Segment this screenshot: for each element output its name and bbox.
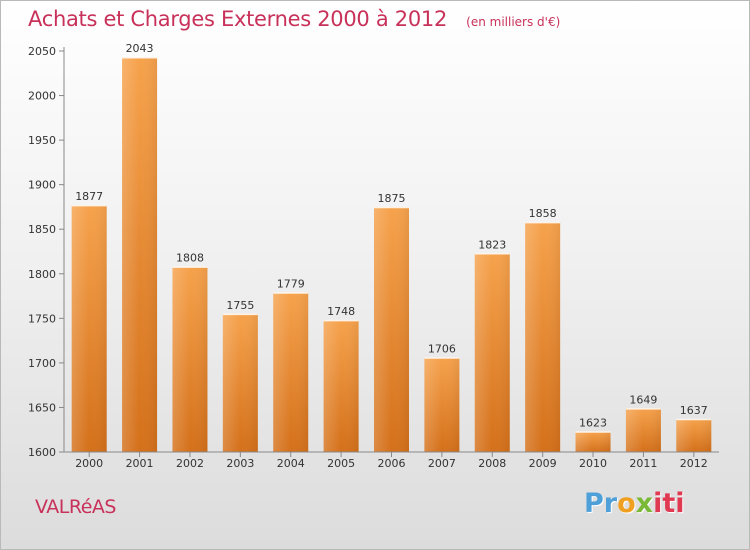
bar-shading [424,357,460,452]
bar-shading [625,408,661,452]
x-tick-label: 2010 [579,457,607,470]
chart-header: Achats et Charges Externes 2000 à 2012 (… [28,7,560,31]
bar-value-label: 1706 [428,343,456,356]
x-tick-label: 2005 [327,457,355,470]
x-tick-label: 2007 [428,457,456,470]
bar-value-label: 1875 [378,192,406,205]
y-tick-label: 2000 [28,90,56,103]
place-name: VALRéAS [35,496,116,518]
x-tick-label: 2008 [478,457,506,470]
y-tick-label: 1950 [28,134,56,147]
bar-value-label: 1649 [629,393,657,406]
y-tick-label: 1850 [28,223,56,236]
y-tick-label: 1600 [28,446,56,459]
bar-value-label: 1808 [176,252,204,265]
bar-shading [273,292,309,452]
value-labels: 1877 2043 1808 1755 1779 1748 1875 1706 1823 1858… [75,42,708,429]
bar-shading [71,205,107,452]
bar-value-label: 1637 [680,404,708,417]
bar-value-label: 1748 [327,305,355,318]
y-tick-label: 1700 [28,357,56,370]
x-tick-label: 2012 [680,457,708,470]
x-axis: 2000 2001 2002 2003 2004 2005 2006 2007 2008 2009… [64,451,719,470]
x-tick-label: 2002 [176,457,204,470]
bar-shading [222,313,258,452]
x-tick-label: 2000 [75,457,103,470]
y-tick-label: 1800 [28,268,56,281]
bar-shading [122,57,158,452]
x-tick-label: 2011 [629,457,657,470]
x-tick-label: 2003 [226,457,254,470]
chart-title: Achats et Charges Externes 2000 à 2012 [28,7,448,31]
y-tick-label: 1650 [28,401,56,414]
bar-value-label: 1755 [226,299,254,312]
y-tick-label: 1900 [28,179,56,192]
x-tick-label: 2001 [126,457,154,470]
bar-value-label: 1623 [579,417,607,430]
chart-unit-note: (en milliers d'€) [466,15,561,29]
proxiti-logo[interactable]: Proxiti [584,488,685,519]
bars [71,56,712,452]
bar-shading [323,320,359,452]
bar-value-label: 1779 [277,277,305,290]
x-tick-label: 2009 [529,457,557,470]
x-tick-label: 2004 [277,457,305,470]
bar-shading [474,253,510,452]
bar-shading [172,266,208,452]
y-tick-label: 2050 [28,45,56,58]
bar-value-label: 2043 [126,42,154,55]
bar-value-label: 1858 [529,207,557,220]
bar-shading [374,206,409,452]
y-axis: 1600 1650 1700 1750 1800 1850 1900 1950 2000 2050 [28,45,65,459]
x-tick-label: 2006 [378,457,406,470]
bar-shading [676,419,712,452]
bar-shading [525,222,561,452]
bar-shading [575,431,611,452]
bar-value-label: 1823 [478,238,506,251]
bar-value-label: 1877 [75,190,103,203]
y-tick-label: 1750 [28,312,56,325]
